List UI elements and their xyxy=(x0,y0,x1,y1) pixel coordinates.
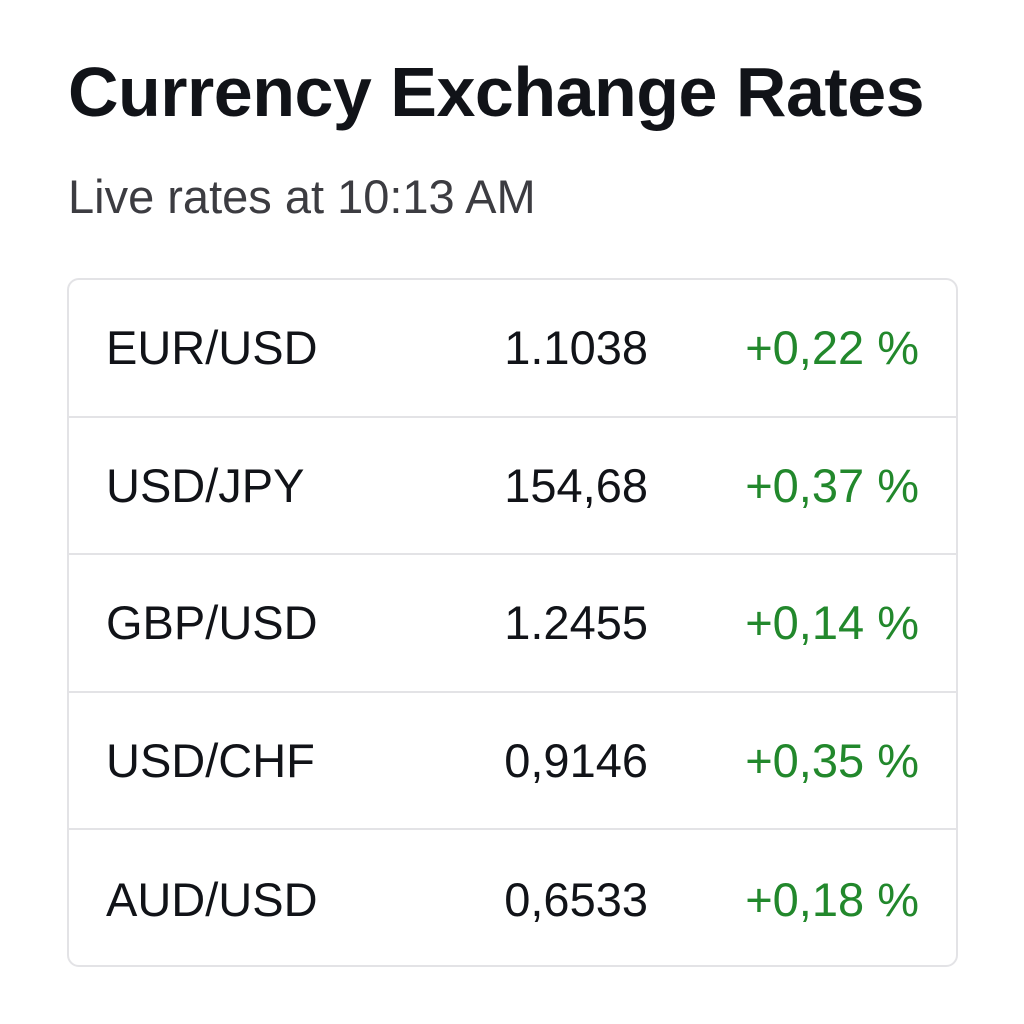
page-title: Currency Exchange Rates xyxy=(68,53,925,131)
currency-pair: USD/CHF xyxy=(106,734,315,788)
exchange-rate: 0,6533 xyxy=(504,872,648,926)
currency-pair: USD/JPY xyxy=(106,458,305,512)
table-row[interactable]: AUD/USD 0,6533 +0,18 % xyxy=(69,830,956,965)
exchange-rate: 154,68 xyxy=(504,458,648,512)
exchange-rate: 1.1038 xyxy=(504,321,648,375)
table-row[interactable]: GBP/USD 1.2455 +0,14 % xyxy=(69,555,956,693)
exchange-rate: 0,9146 xyxy=(504,734,648,788)
rates-table: EUR/USD 1.1038 +0,22 % USD/JPY 154,68 +0… xyxy=(67,278,958,967)
currency-pair: AUD/USD xyxy=(106,872,318,926)
table-row[interactable]: USD/JPY 154,68 +0,37 % xyxy=(69,418,956,556)
exchange-rate: 1.2455 xyxy=(504,596,648,650)
table-row[interactable]: USD/CHF 0,9146 +0,35 % xyxy=(69,693,956,831)
live-rates-timestamp: Live rates at 10:13 AM xyxy=(68,170,536,223)
percent-change: +0,14 % xyxy=(745,596,919,650)
percent-change: +0,37 % xyxy=(745,458,919,512)
currency-pair: EUR/USD xyxy=(106,321,318,375)
currency-pair: GBP/USD xyxy=(106,596,318,650)
table-row[interactable]: EUR/USD 1.1038 +0,22 % xyxy=(69,280,956,418)
percent-change: +0,35 % xyxy=(745,734,919,788)
percent-change: +0,18 % xyxy=(745,872,919,926)
percent-change: +0,22 % xyxy=(745,321,919,375)
